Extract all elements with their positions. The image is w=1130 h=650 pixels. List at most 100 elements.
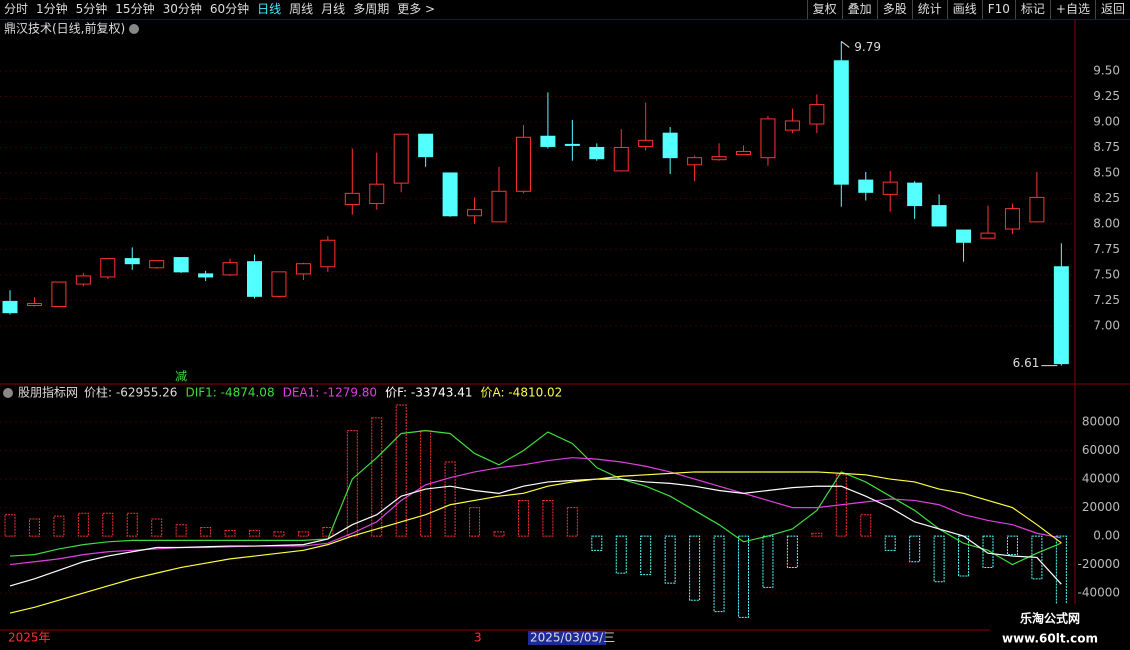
indicator-bar [444, 461, 456, 537]
candle-body [980, 232, 996, 239]
period-tab[interactable]: 5分钟 [75, 2, 108, 16]
indicator-bar [1055, 535, 1067, 627]
tool-button[interactable]: F10 [981, 0, 1015, 19]
indicator-plot [4, 404, 1067, 627]
period-tab[interactable]: 分时 [4, 2, 29, 16]
title-menu [129, 24, 139, 34]
indicator-line [9, 478, 1062, 587]
indicator-bar [958, 535, 970, 577]
candle-body [467, 209, 483, 217]
y-tick-label: -20000 [1077, 557, 1120, 571]
indicator-bar [346, 430, 358, 537]
legend-entry: 价F: -33743.41 [385, 386, 472, 400]
candle-body [369, 183, 385, 205]
min-label: 6.61 [1013, 356, 1040, 370]
y-tick-label: 20000 [1082, 500, 1120, 514]
candle-body [589, 146, 605, 160]
candle-body [247, 261, 262, 297]
indicator-bar [4, 514, 16, 537]
tool-button[interactable]: 画线 [946, 0, 982, 19]
y-tick-label: 9.00 [1093, 114, 1120, 128]
period-tab[interactable]: 15分钟 [115, 2, 155, 16]
cursor-date-box [528, 631, 606, 645]
indicator-bar [786, 535, 798, 568]
watermark-url: www.60lt.com [1002, 632, 1098, 646]
candle-body [198, 273, 214, 278]
candle-body [295, 263, 311, 275]
y-tick-label: 60000 [1082, 443, 1120, 457]
candle-body [1053, 266, 1069, 365]
indicator-bar [982, 535, 994, 568]
period-tab[interactable]: 多周期 [353, 2, 390, 16]
period-tab[interactable]: 30分钟 [162, 2, 202, 16]
candle-body [613, 146, 629, 172]
indicator-bar [640, 535, 652, 576]
y-tick-label: 80000 [1082, 415, 1120, 429]
indicator-bar [933, 535, 945, 583]
candle-body [173, 257, 189, 273]
period-tab[interactable]: 更多 > [397, 2, 436, 16]
max-arrow [841, 41, 850, 48]
candle-body [662, 132, 678, 159]
period-tab[interactable]: 月线 [321, 2, 346, 16]
period-tab[interactable]: 60分钟 [209, 2, 250, 16]
indicator-bar [469, 507, 481, 537]
indicator-bar [615, 535, 627, 574]
period-tab[interactable]: 1分钟 [36, 2, 68, 16]
watermark-bg [990, 604, 1130, 650]
indicator-bar [273, 531, 285, 537]
indicator-line [9, 430, 1062, 566]
tool-button[interactable]: 标记 [1014, 0, 1050, 19]
tool-button[interactable]: 统计 [911, 0, 947, 19]
candle-body [956, 229, 972, 243]
candle-body [711, 156, 727, 161]
legend-entry: DEA1: -1279.80 [283, 386, 377, 400]
candle-body [736, 151, 751, 156]
y-tick-label: 7.00 [1093, 318, 1120, 332]
candle-body [1029, 196, 1045, 223]
indicator-bar [126, 512, 138, 537]
candle-body [100, 258, 116, 278]
candle-body [760, 118, 776, 159]
tool-button[interactable]: +自选 [1049, 0, 1095, 19]
candle-body [687, 157, 703, 166]
indicator-bar [884, 535, 896, 551]
indicator-bar [102, 512, 114, 537]
y-tick-label: 9.50 [1093, 63, 1120, 77]
period-tab[interactable]: 日线 [257, 2, 282, 16]
tool-button[interactable]: 多股 [876, 0, 912, 19]
candle-body [638, 139, 654, 147]
candle-body [442, 172, 458, 217]
footer-year: 2025年 [8, 631, 51, 645]
title-menu [3, 388, 13, 398]
indicator-line [9, 457, 1062, 566]
tool-button[interactable]: 返回 [1094, 0, 1130, 19]
candle-body [2, 300, 18, 314]
indicator-bar [224, 529, 236, 537]
tool-button[interactable]: 叠加 [841, 0, 877, 19]
toolbar: 分时 1分钟 5分钟 15分钟 30分钟 60分钟 日线 周线 月线 多周期 更多 > 复权 叠加 多股统… [0, 0, 1130, 20]
cursor-date: 2025/03/05/三 [530, 631, 615, 645]
candle-body [833, 60, 849, 185]
candle-body [907, 182, 923, 207]
legend-entry: DIF1: -4874.08 [185, 386, 274, 400]
candle-body [882, 181, 898, 195]
candle-body [1004, 208, 1020, 230]
period-tab[interactable]: 周线 [289, 2, 314, 16]
candle-body [320, 239, 336, 268]
indicator-bar [28, 518, 40, 537]
candle-body [809, 104, 825, 125]
indicator-bar [175, 524, 187, 537]
y-tick-label: 40000 [1082, 472, 1120, 486]
signal-label: 减 [175, 370, 187, 384]
candle-body [858, 179, 874, 193]
indicator-bar [77, 512, 89, 537]
y-tick-label: 0.00 [1093, 529, 1120, 543]
indicator-line [9, 471, 1062, 614]
indicator-bar [297, 531, 309, 537]
candle-body [540, 135, 556, 147]
indicator-bar [371, 417, 383, 537]
tool-button[interactable]: 复权 [806, 0, 842, 19]
indicator-bar [762, 535, 774, 588]
watermark-name: 乐淘公式网 [1020, 611, 1080, 626]
